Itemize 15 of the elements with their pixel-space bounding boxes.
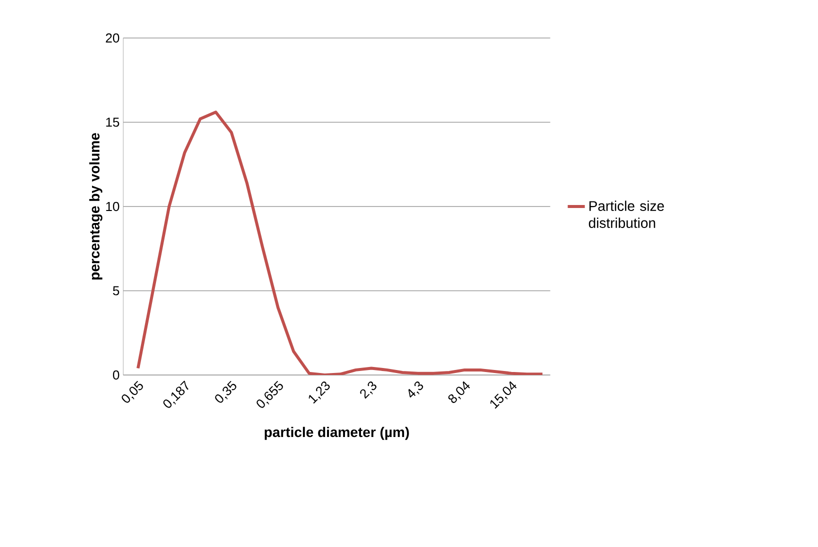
x-tick-label: 1,23: [308, 382, 330, 404]
x-tick-label: 4,3: [408, 382, 424, 398]
y-tick-label: 0: [112, 370, 120, 380]
x-tick-label: 2,3: [360, 382, 376, 399]
x-axis-title: particle diameter (µm): [264, 426, 409, 440]
line-series: [136, 110, 544, 375]
legend-label: Particle size distribution: [588, 200, 664, 228]
x-tick-label: 0,35: [215, 380, 236, 403]
y-tick-label: 20: [106, 33, 120, 43]
y-tick-label: 10: [106, 202, 120, 212]
y-tick-label: 15: [106, 118, 120, 127]
x-tick-label: 0,05: [122, 380, 143, 403]
x-tick-label: 8,04: [448, 381, 470, 403]
y-tick-label: 5: [112, 286, 120, 296]
y-axis-title: percentage by volume: [89, 133, 102, 280]
